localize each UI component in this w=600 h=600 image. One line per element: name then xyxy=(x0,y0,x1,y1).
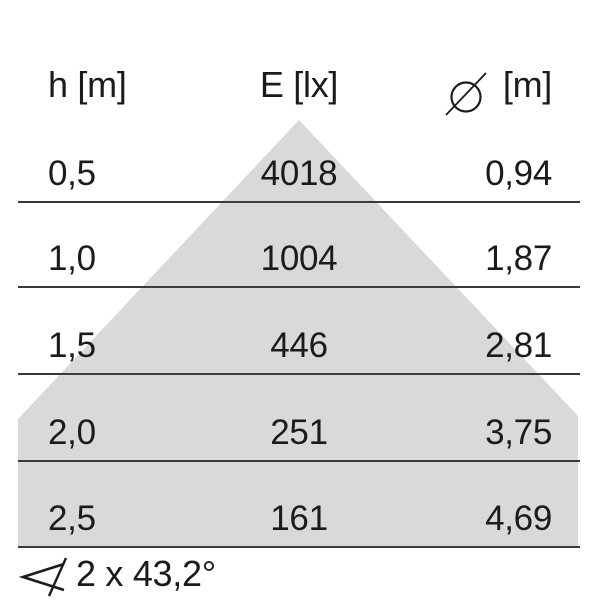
header-height: h [m] xyxy=(48,64,127,105)
height-value: 1,0 xyxy=(48,239,96,278)
illuminance-value: 251 xyxy=(270,413,328,452)
diameter-icon xyxy=(445,72,487,116)
diameter-value: 0,94 xyxy=(485,154,552,193)
diameter-value: 2,81 xyxy=(485,326,552,365)
table-row: 1,5 446 2,81 xyxy=(18,288,580,375)
diameter-value: 1,87 xyxy=(485,239,552,278)
illuminance-value: 446 xyxy=(270,326,328,365)
illuminance-value: 4018 xyxy=(260,154,338,193)
table-row: 1,0 1004 1,87 xyxy=(18,203,580,288)
header-diameter: [m] xyxy=(420,64,580,116)
table-row: 0,5 4018 0,94 xyxy=(18,117,580,203)
header-diameter-unit: [m] xyxy=(502,64,552,105)
table-row: 2,0 251 3,75 xyxy=(18,375,580,462)
beam-angle-label: 2 x 43,2° xyxy=(76,553,216,594)
beam-angle-icon xyxy=(18,557,68,597)
height-value: 0,5 xyxy=(48,154,96,193)
diameter-value: 4,69 xyxy=(485,499,552,538)
table-header: h [m] E [lx] [m] xyxy=(18,60,580,116)
height-value: 2,0 xyxy=(48,413,96,452)
header-illuminance: E [lx] xyxy=(259,64,339,105)
height-value: 2,5 xyxy=(48,499,96,538)
diameter-value: 3,75 xyxy=(485,413,552,452)
illuminance-value: 1004 xyxy=(260,239,338,278)
illuminance-value: 161 xyxy=(270,499,328,538)
beam-angle: 2 x 43,2° xyxy=(18,551,216,597)
height-value: 1,5 xyxy=(48,326,96,365)
cone-polygon xyxy=(18,120,578,548)
table-row: 2,5 161 4,69 xyxy=(18,462,580,548)
